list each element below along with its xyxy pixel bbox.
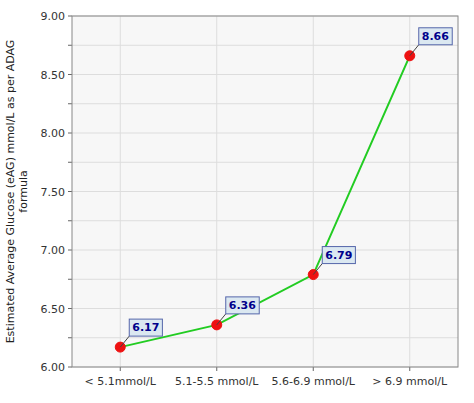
tick-label: 6.50	[41, 303, 66, 316]
axis-label-line: formula	[17, 170, 30, 212]
plot-area	[72, 16, 458, 367]
data-label-group: 6.79	[313, 247, 355, 275]
grid-line	[72, 162, 458, 163]
tick-label: 8.50	[41, 69, 66, 82]
grid-line	[72, 74, 458, 75]
grid-line	[72, 133, 458, 134]
label-connector	[410, 45, 419, 56]
grid-line	[72, 279, 458, 280]
tick-mark	[68, 191, 72, 192]
tick-mark	[120, 367, 121, 371]
tick-mark	[68, 103, 72, 104]
plot-frame	[72, 16, 458, 367]
data-label: 6.79	[325, 249, 352, 262]
label-connector	[217, 314, 226, 325]
tick-mark	[68, 133, 72, 134]
label-box	[226, 297, 259, 314]
label-box	[322, 247, 355, 264]
tick-label: 8.00	[41, 127, 66, 140]
tick-mark	[68, 220, 72, 221]
tick-mark	[216, 367, 217, 371]
grid-line	[72, 45, 458, 46]
data-label: 6.17	[132, 321, 159, 334]
axis-label-line: Estimated Average Glucose (eAG) mmol/L a…	[4, 40, 17, 344]
data-label: 8.66	[422, 30, 449, 43]
tick-mark	[68, 337, 72, 338]
label-connector	[120, 336, 129, 347]
grid-line	[72, 337, 458, 338]
tick-mark	[409, 367, 410, 371]
tick-label: 7.00	[41, 244, 66, 257]
tick-label: 9.00	[41, 10, 66, 23]
label-box	[419, 28, 452, 45]
grid-line	[313, 16, 314, 367]
tick-mark	[68, 162, 72, 163]
grid-line	[72, 250, 458, 251]
tick-label: 5.6-6.9 mmol/L	[271, 375, 355, 388]
tick-label: 5.1-5.5 mmol/L	[175, 375, 259, 388]
label-box	[129, 319, 162, 336]
grid-line	[72, 103, 458, 104]
series	[115, 51, 415, 352]
tick-mark	[313, 367, 314, 371]
tick-mark	[68, 74, 72, 75]
tick-label: < 5.1mmol/L	[85, 375, 157, 388]
line	[120, 56, 410, 347]
data-label: 6.36	[229, 299, 256, 312]
data-label-group: 6.17	[120, 319, 162, 347]
tick-label: 6.00	[41, 361, 66, 374]
tick-mark	[68, 308, 72, 309]
data-label-group: 8.66	[410, 28, 452, 56]
tick-mark	[68, 16, 72, 17]
grid-line	[72, 220, 458, 221]
data-label-group: 6.36	[217, 297, 259, 325]
grid-line	[409, 16, 410, 367]
grid-line	[120, 16, 121, 367]
label-connector	[313, 264, 322, 275]
axis-label: Estimated Average Glucose (eAG) mmol/L a…	[4, 40, 30, 344]
grid-line	[72, 308, 458, 309]
tick-mark	[68, 367, 72, 368]
tick-mark	[68, 250, 72, 251]
tick-label: > 6.9 mmol/L	[372, 375, 448, 388]
grid-line	[216, 16, 217, 367]
tick-label: 7.50	[41, 186, 66, 199]
grid-line	[72, 191, 458, 192]
chart: 6.00 6.50 7.00 7.50 8.00 8.50 9.00 < 5.1mmol/L 5…	[0, 0, 474, 403]
tick-mark	[68, 45, 72, 46]
tick-mark	[68, 279, 72, 280]
